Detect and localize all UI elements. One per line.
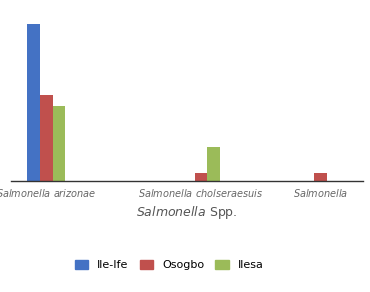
Bar (27, 25, 40, 181)
Bar (53, 106, 65, 181)
Bar (207, 147, 220, 181)
Legend: Ile-Ife, Osogbo, Ilesa: Ile-Ife, Osogbo, Ilesa (75, 260, 263, 270)
Bar (195, 173, 207, 181)
X-axis label: $\it{Salmonella}$ Spp.: $\it{Salmonella}$ Spp. (136, 204, 238, 221)
Bar (40, 95, 53, 181)
Bar (314, 173, 327, 181)
